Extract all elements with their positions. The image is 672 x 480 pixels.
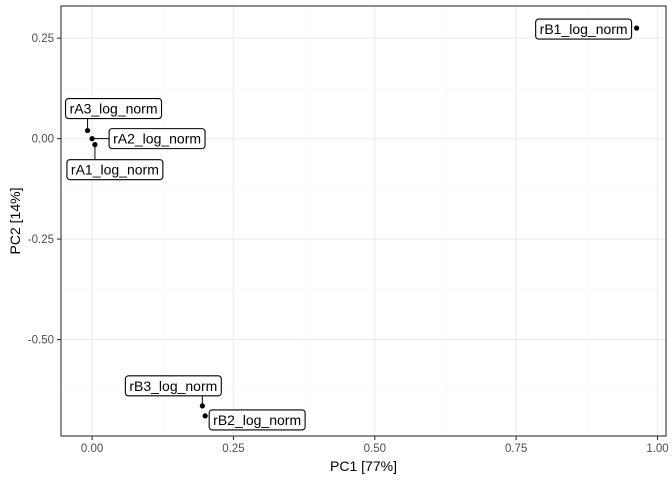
point-label-text: rA2_log_norm [113,131,201,147]
point-label-box [65,98,163,120]
point-label: rB1_log_norm [535,18,633,40]
point-label-box [66,159,164,181]
y-tick-label: -0.25 [28,234,54,246]
data-point [199,403,205,409]
data-point [92,142,98,148]
y-tick-label: 0.00 [32,134,54,146]
x-tick-label: 1.00 [646,443,668,455]
x-tick-label: 0.25 [222,443,244,455]
data-point [202,413,208,419]
data-point [633,25,640,31]
point-label-text: rA3_log_norm [70,101,158,117]
y-tick-label: 0.25 [32,33,54,45]
x-tick-label: 0.75 [505,443,527,455]
x-tick-label: 0.00 [81,443,103,455]
axis-ticks: 0.00 0.25 0.50 0.75 1.00 0.25 0.00 -0.25 -0.50 [28,33,669,455]
data-point [84,127,91,134]
point-label-box [124,375,222,397]
x-tick-label: 0.50 [364,443,386,455]
point-labels: rA1_log_norm rA2_log_norm rA3_log_norm rB1_… [65,18,633,431]
point-label-box [535,18,633,40]
point-label-box [108,128,206,150]
point-label-text: rB2_log_norm [213,412,301,428]
point-label: rA2_log_norm [108,128,206,150]
y-tick-label: -0.50 [28,335,54,347]
grid-lines [61,6,666,436]
point-label-text: rA1_log_norm [71,162,159,178]
point-label-text: rB1_log_norm [540,21,628,37]
point-label: rB2_log_norm [208,409,306,431]
plot-panel-border [60,5,667,437]
point-label: rB3_log_norm [124,375,222,397]
y-axis-title: PC2 [14%] [7,188,23,255]
x-axis-title: PC1 [77%] [330,458,397,474]
point-label-box [208,409,306,431]
data-points [84,25,640,419]
point-label: rA3_log_norm [65,98,163,120]
data-point [89,136,95,142]
point-label-text: rB3_log_norm [129,378,217,394]
point-label: rA1_log_norm [66,159,164,181]
